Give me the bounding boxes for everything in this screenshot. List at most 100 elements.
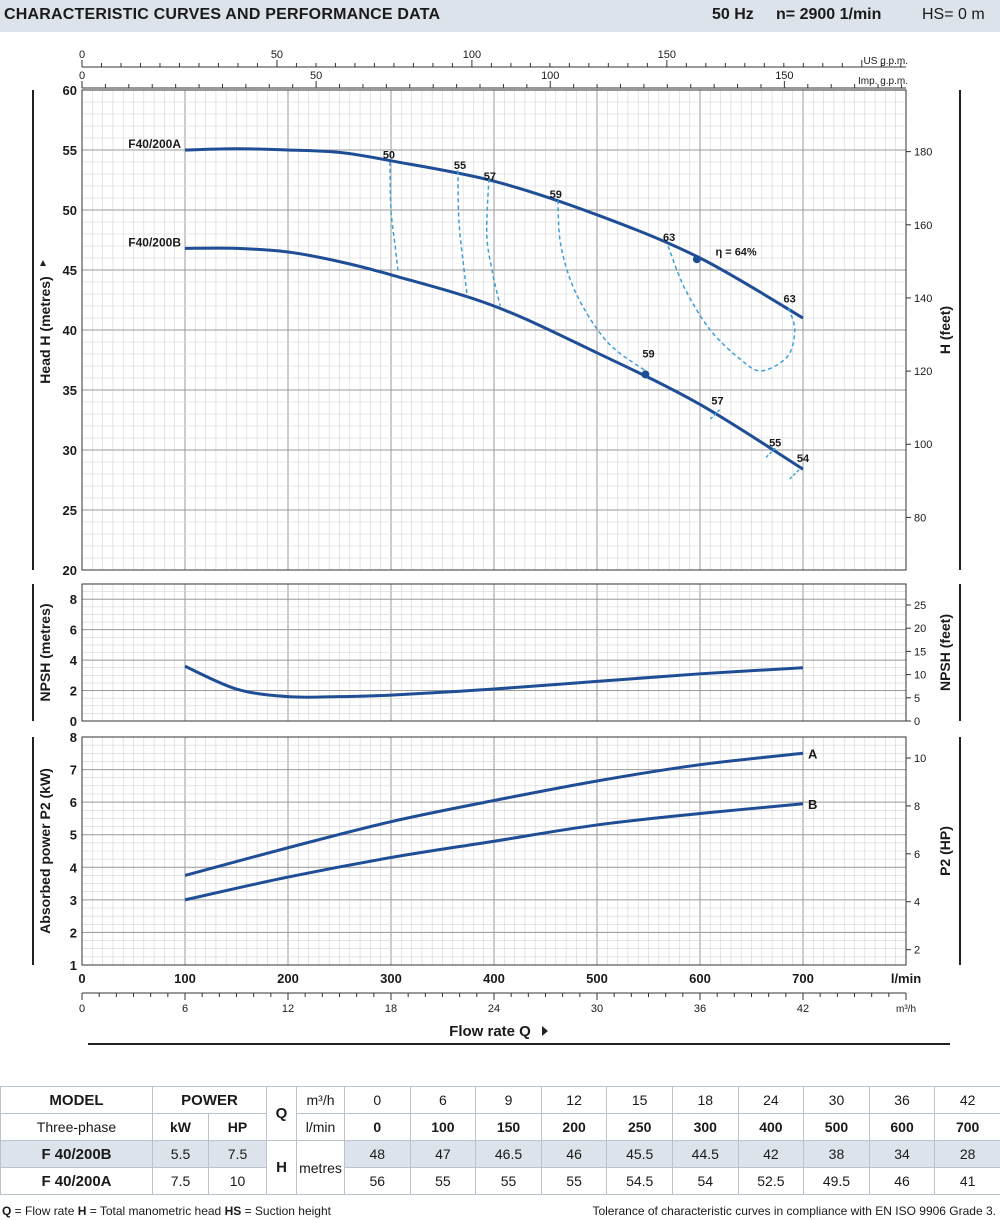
right-tick-label: 20 — [914, 623, 926, 635]
power-header: POWER — [151, 1086, 268, 1114]
h-header: H — [266, 1140, 298, 1195]
table-cell: 30 — [803, 1086, 870, 1114]
y-tick-label: 1 — [70, 958, 77, 973]
y-axis-title: Absorbed power P2 (kW) — [37, 768, 53, 934]
table-cell: 6 — [409, 1086, 477, 1114]
table-row: F 40/200A 7.5 10 56 55 55 55 54.5 54 52.… — [0, 1167, 1000, 1195]
m3h-tick-label: 30 — [591, 1003, 603, 1015]
right-tick-label: 5 — [914, 693, 920, 705]
table-cell: 7.5 — [207, 1140, 268, 1168]
efficiency-label: 54 — [797, 453, 810, 465]
table-cell: 55 — [409, 1167, 477, 1195]
y-tick-label: 2 — [70, 925, 77, 940]
right-tick-label: 8 — [914, 801, 920, 813]
series-label: B — [808, 797, 817, 812]
plot-frame-1 — [81, 89, 907, 571]
table-cell: 24 — [737, 1086, 805, 1114]
right-tick-label: 140 — [914, 293, 932, 305]
table-cell: 48 — [344, 1140, 411, 1168]
m3h-tick-label: 24 — [488, 1003, 500, 1015]
table-cell: 49.5 — [803, 1167, 870, 1195]
right-tick-label: 120 — [914, 366, 932, 378]
grid-panel-3 — [81, 736, 907, 966]
y-tick-label: 0 — [70, 714, 77, 729]
legend-q-text: = Flow rate — [11, 1204, 78, 1218]
right-tick-label: 25 — [914, 600, 926, 612]
table-cell: 47 — [409, 1140, 477, 1168]
model-header: MODEL — [0, 1086, 153, 1114]
m3h-tick-label: 0 — [79, 1003, 85, 1015]
y-tick-label: 55 — [63, 143, 77, 158]
efficiency-tick — [789, 468, 801, 480]
speed-label: n= 2900 1/min — [776, 6, 882, 23]
footer-legend: Q = Flow rate H = Total manometric head … — [2, 1204, 331, 1218]
efficiency-label: 50 — [383, 149, 395, 161]
efficiency-label: 59 — [550, 189, 562, 201]
right-tick-label: 80 — [914, 512, 926, 524]
us-gpm-label: 100 — [463, 49, 481, 61]
x-tick-label: 700 — [792, 971, 814, 986]
efficiency-point — [692, 255, 701, 264]
y-tick-label: 3 — [70, 893, 77, 908]
x-tick-label: 100 — [174, 971, 196, 986]
frequency-label: 50 Hz — [712, 6, 754, 23]
table-cell: 28 — [934, 1140, 1000, 1168]
table-cell: 10 — [207, 1167, 268, 1195]
tolerance-note: Tolerance of characteristic curves in co… — [592, 1204, 996, 1218]
y-tick-label: 50 — [63, 203, 77, 218]
table-cell: 46 — [540, 1140, 608, 1168]
model-name: F 40/200A — [0, 1167, 153, 1195]
header-bar: CHARACTERISTIC CURVES AND PERFORMANCE DA… — [0, 0, 1000, 32]
table-cell: 0 — [344, 1086, 411, 1114]
grid-panel-1 — [81, 89, 907, 571]
y-tick-label: 25 — [63, 503, 77, 518]
legend-h: H — [77, 1204, 87, 1218]
plot-frame-2 — [81, 583, 907, 722]
y-tick-label: 6 — [70, 623, 77, 638]
x-tick-label: 500 — [586, 971, 608, 986]
head-curve-a — [184, 147, 804, 320]
right-tick-label: 10 — [914, 670, 926, 682]
table-cell: 12 — [540, 1086, 608, 1114]
x-axis-title: Flow rate Q — [449, 1023, 531, 1040]
m3h-tick-label: 36 — [694, 1003, 706, 1015]
m3h-tick-label: 18 — [385, 1003, 397, 1015]
us-gpm-label: 50 — [271, 49, 283, 61]
efficiency-curve — [557, 200, 646, 372]
efficiency-curve — [457, 170, 468, 297]
table-cell: 500 — [803, 1113, 870, 1141]
table-cell: 55 — [540, 1167, 608, 1195]
y-axis-title-right: NPSH (feet) — [937, 614, 953, 691]
y-tick-label: 8 — [70, 730, 77, 745]
imp-gpm-label: 50 — [310, 70, 322, 82]
x-axis-arrow-icon — [542, 1026, 548, 1036]
hp-header: HP — [207, 1113, 268, 1141]
table-cell: 250 — [606, 1113, 673, 1141]
right-tick-label: 160 — [914, 220, 932, 232]
right-tick-label: 10 — [914, 753, 926, 765]
x-tick-label: 200 — [277, 971, 299, 986]
legend-hs: HS — [224, 1204, 242, 1218]
metres-unit: metres — [296, 1140, 346, 1195]
performance-table: MODEL POWER Q m³/h 0 6 9 12 15 18 24 30 … — [0, 1086, 1000, 1195]
phase-header: Three-phase — [0, 1113, 153, 1141]
m3h-tick-label: 12 — [282, 1003, 294, 1015]
y-axis-title-right: P2 (HP) — [937, 826, 953, 876]
efficiency-label: 57 — [484, 171, 496, 183]
table-cell: 56 — [344, 1167, 411, 1195]
y-tick-label: 8 — [70, 592, 77, 607]
us-gpm-label: 150 — [658, 49, 676, 61]
efficiency-label: η = 64% — [715, 247, 756, 259]
kw-header: kW — [152, 1113, 209, 1141]
y-tick-label: 20 — [63, 563, 77, 578]
table-cell: 54.5 — [606, 1167, 673, 1195]
table-cell: 9 — [475, 1086, 542, 1114]
y-tick-label: 4 — [70, 653, 78, 668]
m3h-unit-label: m³/h — [896, 1004, 916, 1015]
y-tick-label: 60 — [63, 83, 77, 98]
y-axis-title: NPSH (metres) — [37, 603, 53, 701]
y-tick-label: 6 — [70, 795, 77, 810]
npsh-curve — [184, 664, 804, 699]
table-cell: 7.5 — [152, 1167, 209, 1195]
efficiency-label: 55 — [769, 437, 781, 449]
